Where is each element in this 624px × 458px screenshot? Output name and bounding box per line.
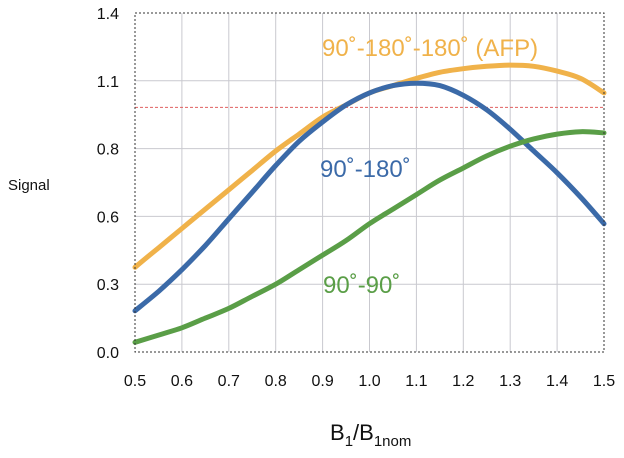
x-tick-label: 1.3 <box>499 373 521 390</box>
y-tick-label: 0.3 <box>97 277 119 294</box>
y-tick-label: 1.1 <box>97 74 119 91</box>
x-tick-label: 0.6 <box>171 373 193 390</box>
y-axis-label: Signal <box>8 177 50 194</box>
series-line-90-180 <box>132 80 607 314</box>
y-tick-label: 1.4 <box>97 6 119 23</box>
series-layer <box>132 62 607 345</box>
series-line-90-90 <box>132 129 607 345</box>
series-label-90-180: 90˚-180˚ <box>320 156 411 183</box>
x-tick-label: 1.1 <box>405 373 427 390</box>
x-tick-label: 1.4 <box>546 373 568 390</box>
series-label-afp: 90˚-180˚-180˚ (AFP) <box>322 35 538 62</box>
x-tick-label: 0.9 <box>311 373 333 390</box>
x-axis-label-sub1: 1 <box>345 433 353 450</box>
y-tick-label: 0.0 <box>97 345 119 362</box>
x-tick-label: 0.5 <box>124 373 146 390</box>
x-tick-label: 1.0 <box>358 373 380 390</box>
x-tick-label: 0.8 <box>265 373 287 390</box>
x-tick-label: 1.5 <box>593 373 615 390</box>
x-axis-label-sub2: 1nom <box>374 433 412 450</box>
y-tick-label: 0.6 <box>97 209 119 226</box>
x-tick-label: 0.7 <box>218 373 240 390</box>
x-axis-label-slash: /B <box>353 420 374 445</box>
x-axis-label-main: B <box>330 420 345 445</box>
series-label-90-90: 90˚-90˚ <box>323 272 400 299</box>
x-axis-label: B1/B1nom <box>330 420 411 450</box>
y-tick-label: 0.8 <box>97 142 119 159</box>
ticks: 0.5 0.6 0.7 0.8 0.9 1.0 1.1 1.2 1.3 1.4 1.5 0.0 0.3 0… <box>97 6 615 390</box>
x-tick-label: 1.2 <box>452 373 474 390</box>
